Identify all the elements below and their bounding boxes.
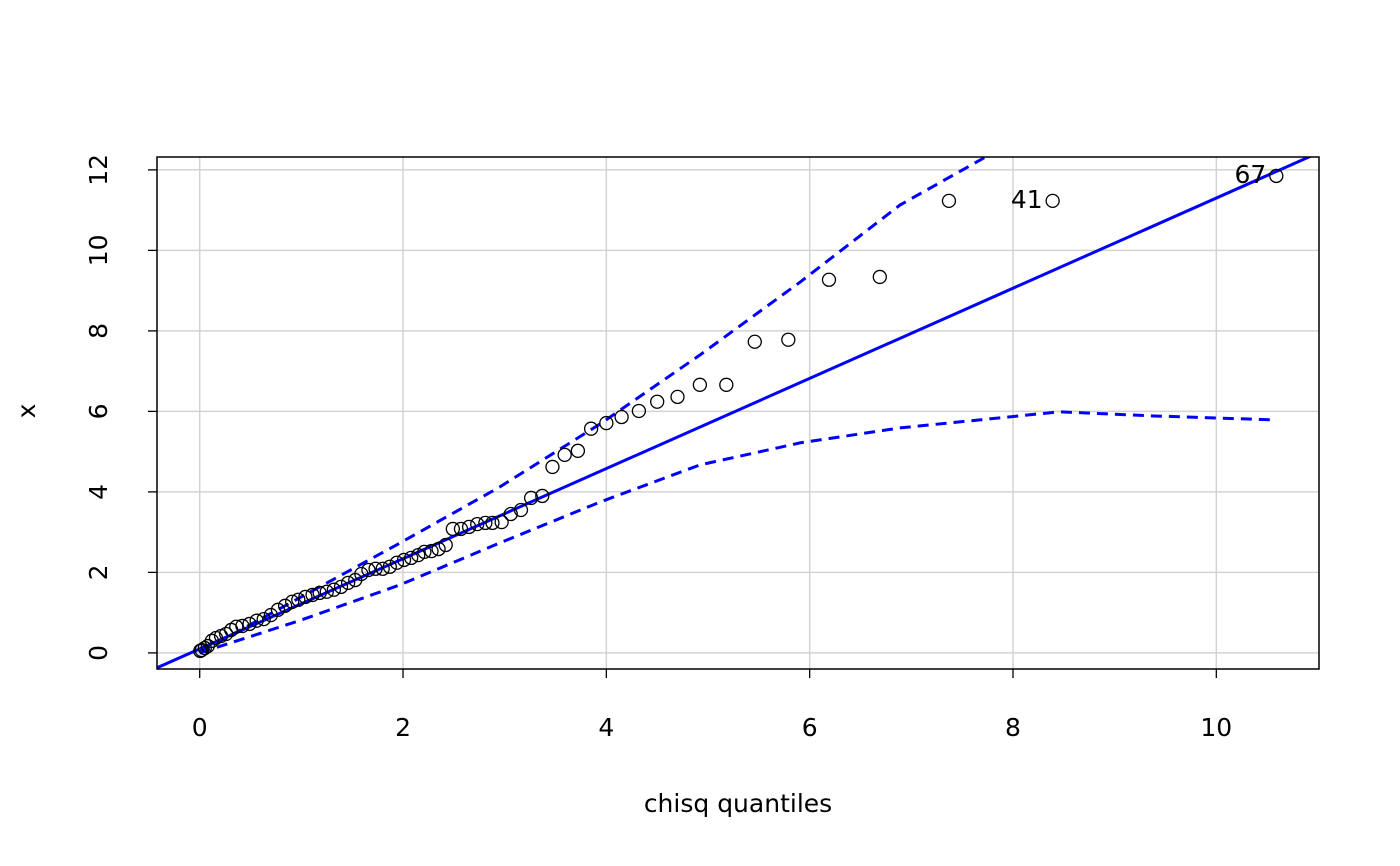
point	[570, 443, 586, 458]
point	[1045, 193, 1060, 209]
point	[747, 334, 762, 349]
point	[389, 555, 405, 570]
point	[719, 377, 734, 392]
point	[298, 589, 313, 605]
point	[404, 550, 419, 566]
point	[263, 607, 279, 623]
point	[670, 389, 685, 405]
point	[235, 618, 250, 634]
point	[242, 616, 257, 632]
point	[229, 619, 244, 634]
point	[1269, 168, 1284, 184]
reference-line	[157, 157, 1313, 669]
point	[312, 585, 327, 601]
point	[535, 488, 550, 504]
point	[872, 269, 887, 285]
x-tick-label: 8	[1005, 713, 1021, 742]
point	[583, 421, 599, 436]
point	[256, 611, 271, 627]
point	[375, 561, 390, 576]
point	[445, 521, 460, 537]
point	[285, 594, 300, 609]
point	[270, 602, 286, 617]
point	[557, 447, 572, 463]
point	[485, 515, 500, 531]
point-label: 67	[1234, 160, 1266, 189]
point	[821, 272, 837, 287]
point	[614, 409, 629, 425]
x-tick-label: 4	[598, 713, 614, 742]
point	[650, 394, 665, 409]
point	[354, 566, 369, 582]
y-tick-label: 0	[84, 645, 113, 661]
point	[523, 490, 539, 506]
point	[438, 537, 453, 553]
confidence-envelope	[199, 410, 1273, 655]
point	[340, 575, 356, 591]
point	[200, 638, 215, 654]
point	[305, 587, 320, 603]
point	[941, 193, 957, 209]
y-tick-label: 4	[84, 484, 113, 500]
point	[545, 459, 560, 475]
point	[368, 561, 383, 576]
point	[218, 626, 234, 642]
x-tick-label: 10	[1200, 713, 1232, 742]
point	[503, 506, 518, 522]
y-tick-label: 2	[84, 564, 113, 580]
point	[781, 332, 796, 347]
point	[470, 516, 485, 532]
x-tick-label: 2	[395, 713, 411, 742]
point	[431, 541, 446, 557]
point	[361, 562, 376, 578]
point	[599, 415, 614, 431]
point	[333, 579, 349, 595]
point	[382, 559, 397, 574]
point	[513, 502, 529, 518]
point	[291, 592, 306, 607]
point	[249, 613, 264, 628]
point	[631, 403, 647, 419]
plot-frame	[156, 156, 1320, 670]
x-tick-label: 6	[802, 713, 818, 742]
point	[478, 515, 493, 531]
point	[326, 582, 342, 597]
x-tick-label: 0	[192, 713, 208, 742]
y-tick-label: 12	[84, 154, 113, 186]
point	[204, 633, 220, 648]
point	[453, 521, 469, 537]
point	[319, 584, 334, 599]
y-tick-label: 8	[84, 323, 113, 339]
y-tick-label: 10	[84, 234, 113, 266]
point	[461, 519, 477, 535]
x-axis-label: chisq quantiles	[644, 789, 832, 818]
plot-area	[157, 157, 1313, 669]
point	[197, 640, 212, 656]
point	[417, 544, 432, 560]
y-tick-label: 6	[84, 403, 113, 419]
point	[277, 598, 293, 613]
point	[494, 514, 509, 530]
point	[692, 377, 708, 392]
point	[396, 552, 412, 568]
point	[424, 543, 439, 559]
confidence-envelope	[198, 157, 987, 654]
point-label: 41	[1011, 185, 1043, 214]
y-axis-label: x	[12, 404, 41, 419]
